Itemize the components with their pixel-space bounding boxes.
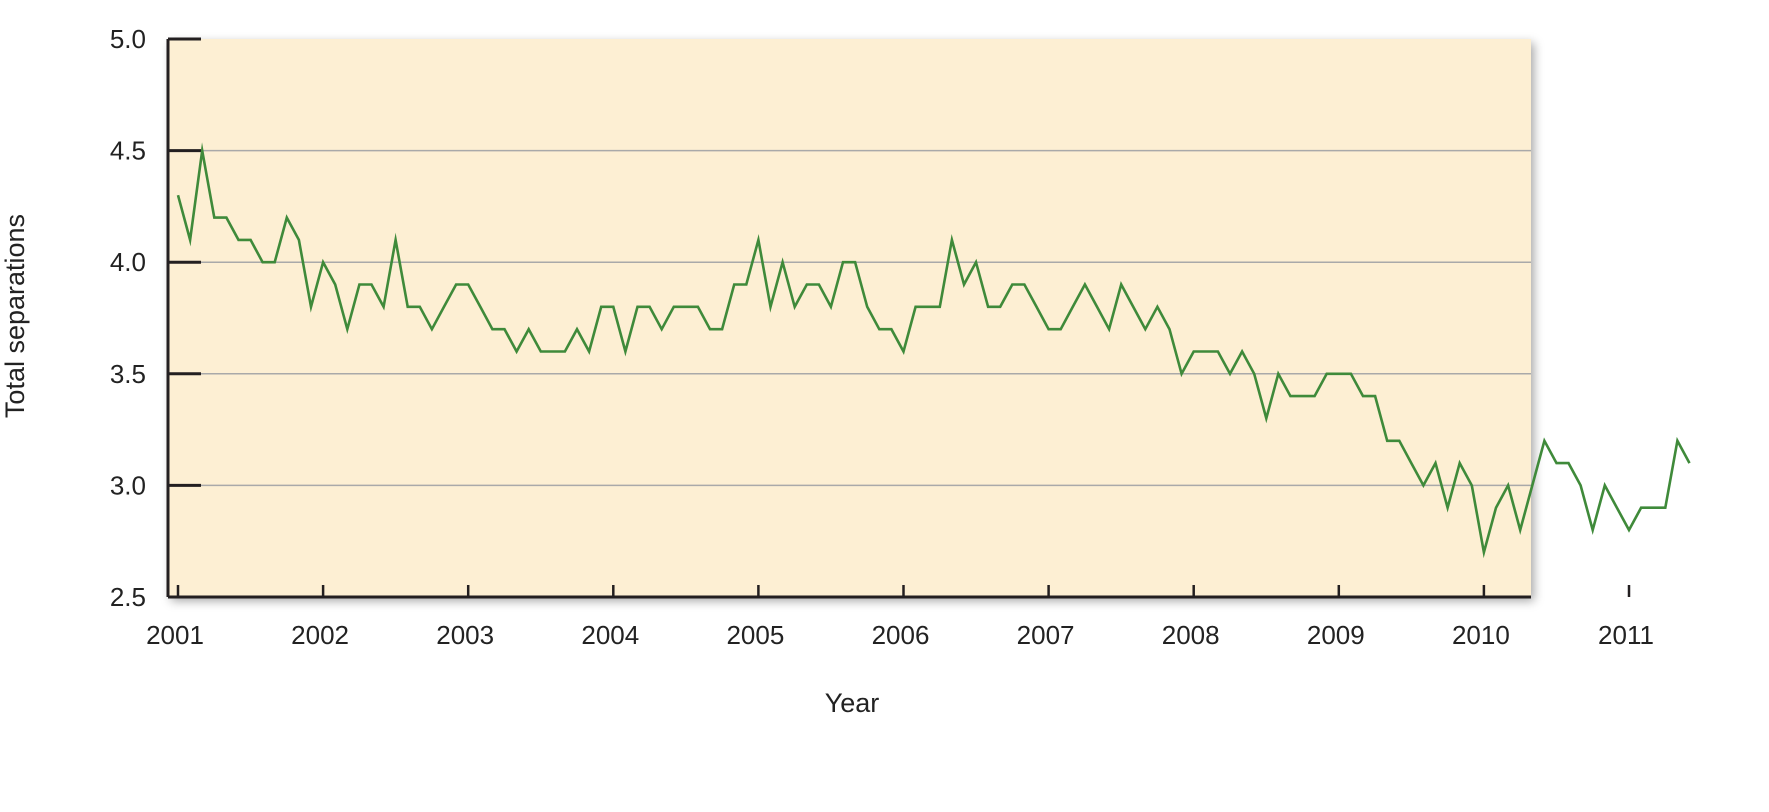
- y-tick-label: 4.5: [110, 136, 146, 166]
- y-tick-labels: 5.0 4.5 4.0 3.5 3.0 2.5: [110, 24, 146, 612]
- x-axis-title: Year: [825, 688, 880, 718]
- x-tick-label: 2002: [291, 620, 349, 650]
- x-tick-labels: 2001 2002 2003 2004 2005 2006 2007 2008 2009 2010…: [146, 620, 1654, 650]
- y-tick-label: 4.0: [110, 247, 146, 277]
- y-axis-title: Total separations: [0, 214, 30, 418]
- x-tick-label: 2006: [872, 620, 930, 650]
- x-tick-label: 2010: [1452, 620, 1510, 650]
- x-tick-label: 2005: [726, 620, 784, 650]
- gridlines: [168, 149, 1531, 487]
- y-tick-label: 5.0: [110, 24, 146, 54]
- x-tick-label: 2007: [1017, 620, 1075, 650]
- y-tick-label: 2.5: [110, 582, 146, 612]
- series-layer: [176, 142, 1691, 559]
- plot-area: [168, 39, 1531, 597]
- series-line: [176, 142, 1691, 559]
- y-tick-label: 3.5: [110, 359, 146, 389]
- axes: [166, 37, 1631, 599]
- y-tick-label: 3.0: [110, 470, 146, 500]
- x-tick-label: 2004: [581, 620, 639, 650]
- x-tick-label: 2008: [1162, 620, 1220, 650]
- x-tick-label: 2009: [1307, 620, 1365, 650]
- x-tick-label: 2001: [146, 620, 204, 650]
- x-tick-label: 2011: [1598, 620, 1654, 650]
- x-tick-label: 2003: [436, 620, 494, 650]
